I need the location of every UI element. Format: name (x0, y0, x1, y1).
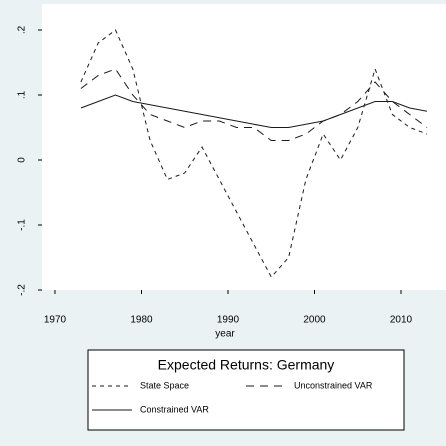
x-tick-label: 2010 (390, 315, 413, 326)
y-tick-label: 0 (17, 157, 28, 163)
series-line (80, 94, 428, 128)
x-axis-title: year (215, 329, 235, 340)
legend-box (87, 349, 405, 431)
series-line (80, 68, 428, 141)
legend-label: Constrained VAR (140, 404, 209, 414)
legend-label: Unconstrained VAR (294, 380, 373, 390)
y-tick-label: -.2 (17, 284, 28, 296)
x-tick-label: 1980 (130, 315, 153, 326)
x-tick-label: 2000 (303, 315, 326, 326)
x-tick-label: 1990 (217, 315, 240, 326)
y-tick-label: -.1 (17, 219, 28, 231)
x-tick-label: 1970 (44, 315, 67, 326)
y-tick-label: .1 (17, 90, 28, 99)
legend-label: State Space (140, 380, 189, 390)
plot-area (42, 4, 446, 290)
y-tick-label: .2 (17, 25, 28, 34)
legend-title: Expected Returns: Germany (158, 357, 335, 373)
